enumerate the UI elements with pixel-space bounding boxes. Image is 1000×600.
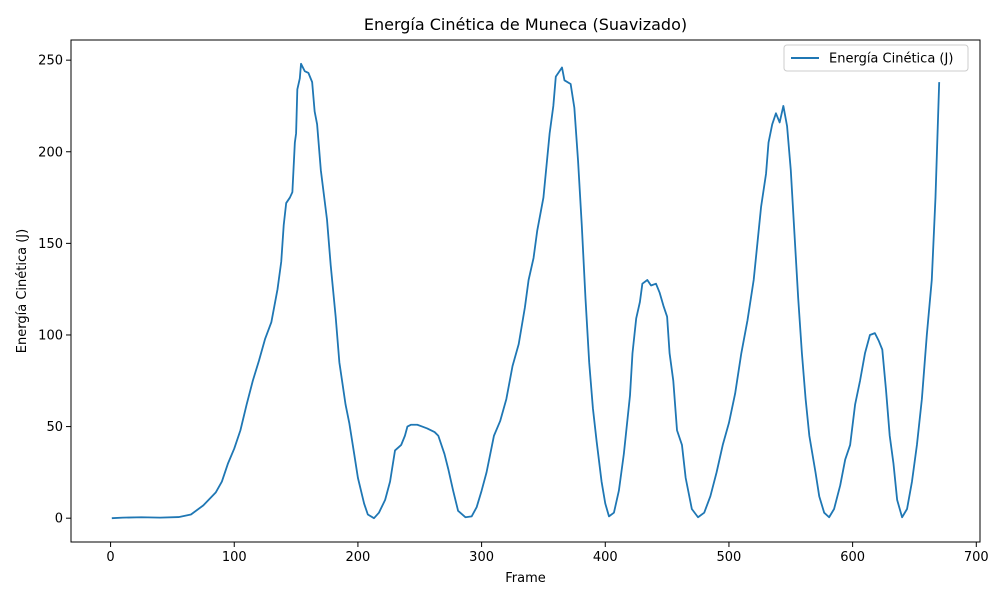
legend-box bbox=[783, 44, 969, 72]
x-axis: 0 100 200 300 400 500 600 700 bbox=[106, 542, 989, 565]
legend: Energía Cinética (J) bbox=[783, 44, 969, 72]
y-tick-label: 50 bbox=[46, 420, 63, 435]
legend-entry-label: Energía Cinética (J) bbox=[829, 52, 953, 67]
y-tick-label: 150 bbox=[38, 237, 63, 252]
x-tick-label: 400 bbox=[593, 550, 618, 565]
series-line-energia-cinetica bbox=[111, 62, 941, 520]
x-tick-label: 200 bbox=[346, 550, 371, 565]
x-axis-label: Frame bbox=[505, 571, 546, 586]
chart-title: Energía Cinética de Muneca (Suavizado) bbox=[364, 15, 687, 34]
y-tick-label: 100 bbox=[38, 328, 63, 343]
y-tick-label: 200 bbox=[38, 145, 63, 160]
plot-area-frame bbox=[70, 39, 981, 543]
y-tick-label: 250 bbox=[38, 54, 63, 69]
x-tick-label: 700 bbox=[964, 550, 989, 565]
x-tick-label: 500 bbox=[717, 550, 742, 565]
x-tick-label: 0 bbox=[106, 550, 114, 565]
x-tick-label: 100 bbox=[222, 550, 247, 565]
x-tick-label: 600 bbox=[840, 550, 865, 565]
y-axis: 0 50 100 150 200 250 bbox=[38, 54, 71, 527]
y-axis-label: Energía Cinética (J) bbox=[15, 229, 30, 353]
y-tick-label: 0 bbox=[55, 512, 63, 527]
x-tick-label: 300 bbox=[469, 550, 494, 565]
